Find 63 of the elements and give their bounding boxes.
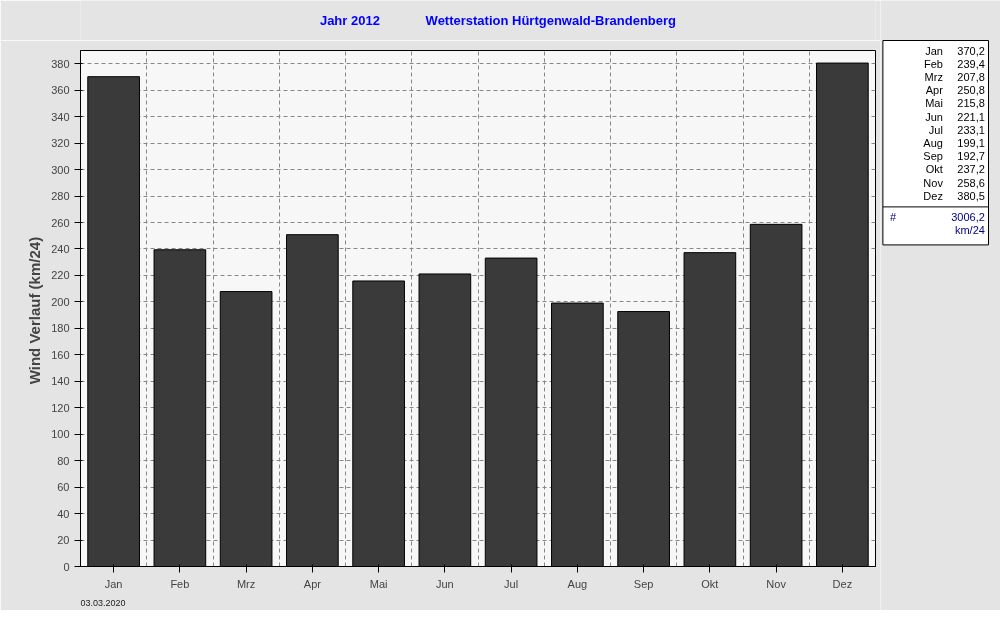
x-tick-label: Jun	[436, 577, 454, 590]
text: 3006,2	[951, 210, 985, 223]
y-tick-label: 80	[57, 454, 70, 467]
y-tick-label: 0	[63, 560, 70, 573]
x-tick-label: Nov	[766, 577, 787, 590]
y-tick-label: 200	[51, 295, 70, 308]
category-label: Mrz	[924, 70, 943, 83]
text: #	[890, 210, 898, 223]
category-label: Mai	[925, 97, 943, 110]
y-tick-label: 220	[51, 269, 70, 282]
text: 192,7	[957, 150, 985, 163]
text: km/24	[954, 224, 985, 237]
y-tick-label: 100	[51, 428, 70, 441]
category-label: Jul	[928, 123, 943, 136]
text: 237,2	[957, 163, 985, 176]
x-tick-label: Jan	[104, 577, 123, 590]
y-tick-label: 280	[51, 190, 70, 203]
chart-subtitle: Wetterstation Hürtgenwald-Brandenberg	[425, 13, 677, 28]
category-label: Sep	[923, 150, 943, 163]
y-tick-label: 120	[51, 401, 70, 414]
y-tick-label: 240	[51, 242, 70, 255]
text: 250,8	[957, 84, 985, 97]
x-tick-label: Sep	[633, 577, 654, 590]
x-tick-label: Aug	[567, 577, 588, 590]
x-tick-label: Okt	[701, 577, 719, 590]
y-tick-label: 320	[51, 137, 70, 150]
y-tick-label: 180	[51, 322, 70, 335]
x-tick-label: Mrz	[236, 577, 256, 590]
x-tick-label: Apr	[303, 577, 322, 590]
x-tick-label: Jul	[504, 577, 519, 590]
y-tick-label: 340	[51, 110, 70, 123]
category-label: Jun	[925, 110, 943, 123]
category-label: Aug	[923, 136, 943, 149]
category-label: Dez	[923, 189, 943, 202]
x-tick-label: Mai	[369, 577, 388, 590]
y-tick-label: 20	[57, 534, 70, 547]
y-axis-title: Wind Verlauf (km/24)	[26, 236, 44, 385]
x-tick-label: Feb	[170, 577, 190, 590]
y-tick-label: 40	[57, 507, 70, 520]
text: 258,6	[957, 176, 985, 189]
y-tick-label: 300	[51, 163, 70, 176]
text: 207,8	[957, 70, 985, 83]
text: 03.03.2020	[80, 597, 126, 608]
y-tick-label: 380	[51, 57, 70, 70]
category-label: Nov	[923, 176, 943, 189]
text: 370,2	[957, 44, 985, 57]
text: 239,4	[957, 57, 985, 70]
text: 233,1	[957, 123, 985, 136]
text: 380,5	[957, 189, 985, 202]
category-label: Feb	[923, 57, 943, 70]
y-tick-label: 160	[51, 348, 70, 361]
category-label: Jan	[925, 44, 943, 57]
text: 199,1	[957, 136, 985, 149]
y-tick-label: 60	[57, 481, 70, 494]
chart-title: Jahr 2012	[319, 13, 380, 28]
text: 215,8	[957, 97, 985, 110]
x-tick-label: Dez	[832, 577, 853, 590]
category-label: Okt	[925, 163, 943, 176]
y-tick-label: 260	[51, 216, 70, 229]
category-label: Apr	[925, 84, 943, 97]
text: 221,1	[957, 110, 985, 123]
y-tick-label: 140	[51, 375, 70, 388]
y-tick-label: 360	[51, 84, 70, 97]
